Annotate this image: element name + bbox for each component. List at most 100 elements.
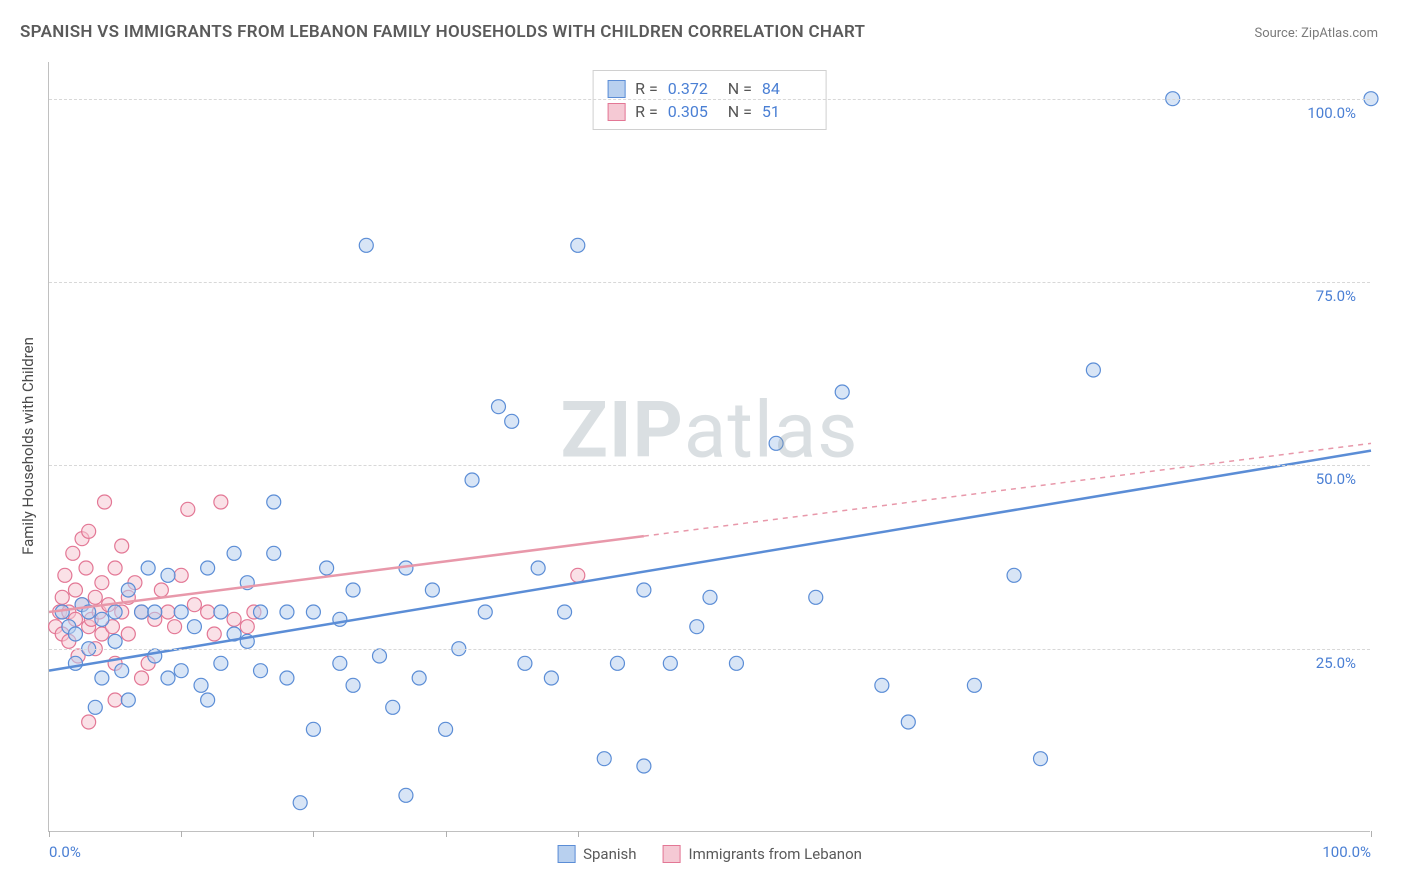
data-point — [320, 561, 334, 575]
data-point — [571, 568, 585, 582]
data-point — [306, 605, 320, 619]
stat-r-label: R = — [635, 102, 658, 121]
data-point — [82, 715, 96, 729]
series-swatch — [607, 103, 625, 121]
data-point — [333, 656, 347, 670]
data-point — [505, 414, 519, 428]
data-point — [82, 524, 96, 538]
data-point — [121, 627, 135, 641]
x-tick-label: 100.0% — [1322, 843, 1371, 861]
data-point — [637, 583, 651, 597]
data-point — [571, 238, 585, 252]
data-point — [280, 605, 294, 619]
data-point — [280, 671, 294, 685]
data-point — [168, 620, 182, 634]
x-tick — [181, 831, 182, 837]
data-point — [174, 605, 188, 619]
data-point — [875, 678, 889, 692]
data-point — [161, 671, 175, 685]
data-point — [439, 722, 453, 736]
data-point — [115, 539, 129, 553]
data-point — [254, 605, 268, 619]
data-point — [187, 620, 201, 634]
series-swatch — [607, 80, 625, 98]
data-point — [201, 693, 215, 707]
data-point — [1086, 363, 1100, 377]
stat-row: R =0.372N =84 — [607, 77, 812, 100]
y-tick-label: 100.0% — [1307, 104, 1356, 122]
x-tick-label: 0.0% — [49, 843, 81, 861]
data-point — [690, 620, 704, 634]
source-attribution: Source: ZipAtlas.com — [1254, 26, 1378, 41]
data-point — [729, 656, 743, 670]
x-tick — [1371, 831, 1372, 837]
chart-title: SPANISH VS IMMIGRANTS FROM LEBANON FAMIL… — [20, 22, 865, 42]
data-point — [227, 546, 241, 560]
data-point — [359, 238, 373, 252]
trend-line-extrapolated — [644, 443, 1371, 536]
data-point — [187, 598, 201, 612]
data-point — [597, 752, 611, 766]
trend-line — [49, 451, 1371, 671]
y-tick-label: 50.0% — [1316, 470, 1356, 488]
data-point — [108, 693, 122, 707]
data-point — [108, 634, 122, 648]
legend-item: Immigrants from Lebanon — [663, 845, 862, 863]
data-point — [373, 649, 387, 663]
stat-n-label: N = — [728, 79, 752, 98]
data-point — [531, 561, 545, 575]
data-point — [491, 400, 505, 414]
legend-swatch — [557, 845, 575, 863]
y-axis-label: Family Households with Children — [19, 337, 37, 555]
data-point — [967, 678, 981, 692]
data-point — [135, 605, 149, 619]
stat-r-value: 0.305 — [668, 102, 718, 121]
data-point — [194, 678, 208, 692]
data-point — [55, 590, 69, 604]
data-point — [201, 605, 215, 619]
data-point — [201, 561, 215, 575]
stat-row: R =0.305N =51 — [607, 100, 812, 123]
stat-n-label: N = — [728, 102, 752, 121]
stat-r-label: R = — [635, 79, 658, 98]
data-point — [637, 759, 651, 773]
gridline — [49, 99, 1370, 100]
stat-n-value: 84 — [762, 79, 812, 98]
y-tick-label: 75.0% — [1316, 287, 1356, 305]
data-point — [95, 576, 109, 590]
data-point — [141, 561, 155, 575]
data-point — [174, 568, 188, 582]
correlation-stats-box: R =0.372N =84R =0.305N =51 — [592, 70, 827, 130]
data-point — [214, 656, 228, 670]
data-point — [214, 495, 228, 509]
data-point — [154, 583, 168, 597]
data-point — [68, 583, 82, 597]
data-point — [135, 671, 149, 685]
data-point — [267, 495, 281, 509]
x-tick — [446, 831, 447, 837]
data-point — [346, 583, 360, 597]
x-tick — [49, 831, 50, 837]
data-point — [465, 473, 479, 487]
data-point — [207, 627, 221, 641]
data-point — [769, 436, 783, 450]
data-point — [108, 605, 122, 619]
data-point — [58, 568, 72, 582]
data-point — [703, 590, 717, 604]
data-point — [809, 590, 823, 604]
data-point — [412, 671, 426, 685]
chart-svg — [49, 62, 1370, 831]
trend-line — [49, 536, 644, 612]
data-point — [68, 627, 82, 641]
data-point — [108, 561, 122, 575]
data-point — [88, 590, 102, 604]
data-point — [174, 664, 188, 678]
plot-area: ZIPatlas R =0.372N =84R =0.305N =51 Span… — [48, 62, 1370, 832]
data-point — [610, 656, 624, 670]
data-point — [161, 605, 175, 619]
data-point — [115, 664, 129, 678]
data-point — [399, 788, 413, 802]
legend-label: Spanish — [583, 845, 636, 863]
legend-label: Immigrants from Lebanon — [689, 845, 862, 863]
data-point — [518, 656, 532, 670]
